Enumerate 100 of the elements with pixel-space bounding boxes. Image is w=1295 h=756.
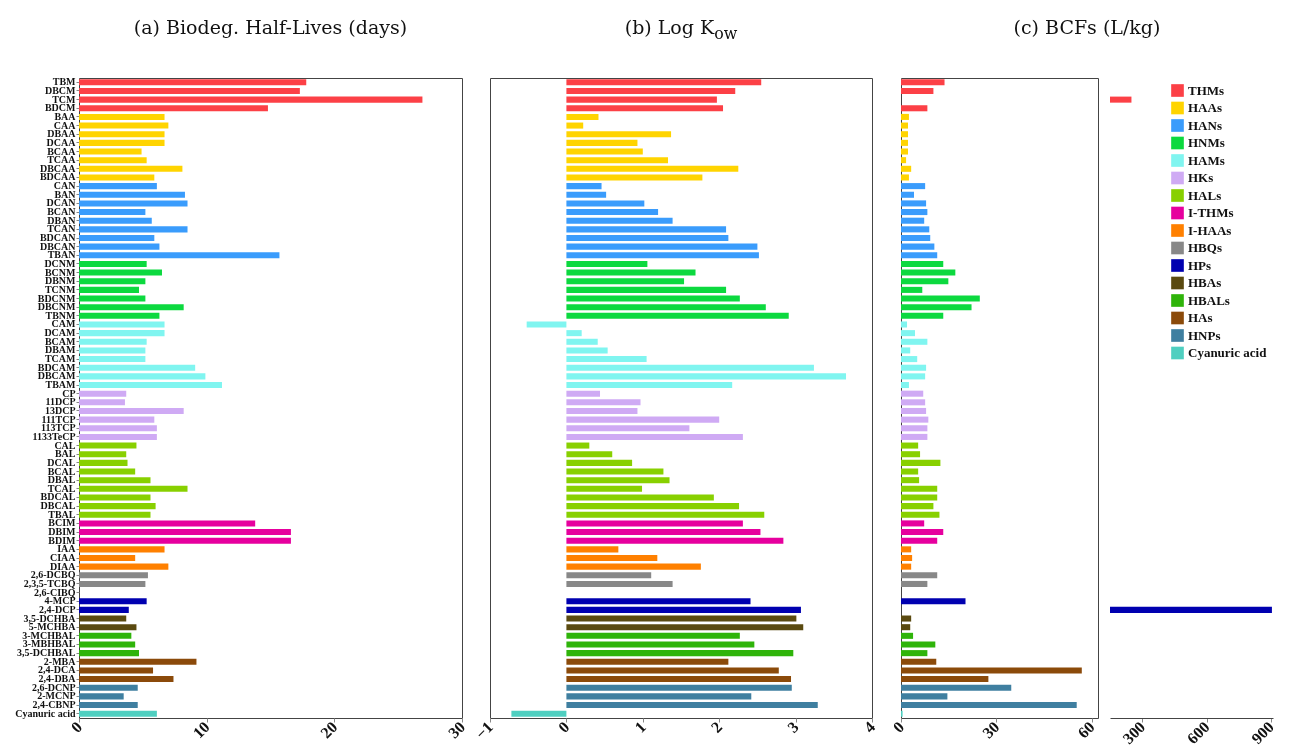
y-tick-label: 3-MCHBAL [22,629,76,641]
legend-label: HAMs [1188,152,1225,168]
x-tick-label: 600 [1183,718,1213,748]
bar [566,511,765,518]
y-tick-label: BCAL [47,465,76,477]
chart-title: (b) Log K$_{ow}$ [623,16,739,43]
bar [566,563,701,570]
bar [566,494,714,501]
bar [566,79,762,86]
legend-label: HAs [1188,310,1213,325]
y-tick-label: 2,4-DBA [38,673,77,685]
legend-label: HBALs [1188,292,1230,308]
bar [566,546,619,553]
bar [566,217,673,224]
bar [566,330,582,337]
y-tick-label: BCIM [48,517,77,529]
x-tick-label: 300 [1119,718,1149,748]
bar [566,295,740,302]
chart-title: (c) BCFs (L/kg) [1012,16,1162,38]
x-tick-label: 1 [631,718,649,736]
bar [566,286,727,293]
bar [526,321,567,328]
legend-label: HNPs [1188,327,1221,343]
bar [566,702,818,709]
bar [566,693,752,700]
bar [566,312,789,319]
y-tick-label: TCAN [47,223,77,235]
bar [566,243,758,250]
x-tick-label: 0 [889,718,908,736]
bar [566,624,804,631]
bar [511,710,567,717]
bar [566,459,633,466]
bar [566,139,638,146]
bar [566,278,685,285]
y-tick-label: DCAN [46,197,77,209]
bar [566,113,599,120]
bar [566,390,601,397]
bar [566,157,669,164]
y-tick-label: BDCAL [40,491,76,503]
legend-label: THMs [1188,82,1225,98]
bar [566,650,794,657]
y-tick-label: 2,4-DCA [38,664,77,676]
legend-label: I-HAAs [1188,222,1232,238]
y-tick-label: CAA [53,119,77,131]
y-tick-label: 111TCP [41,413,76,425]
bar [566,87,736,94]
x-tick-label: −1 [472,718,497,743]
bar [566,183,602,190]
bar [566,433,743,440]
bar [566,131,672,138]
y-tick-label: BDCAN [39,232,77,243]
bar [566,537,784,544]
bar [566,347,608,354]
bar [566,382,733,389]
y-tick-label: DIAA [49,560,77,572]
bar [566,572,652,579]
bar [566,260,648,267]
x-tick-label: 900 [1248,718,1278,748]
bar [566,684,792,691]
bar [566,269,696,276]
legend-label: Cyanuric acid [1188,345,1268,360]
bar [566,658,729,665]
bar [566,425,690,432]
bar [566,676,792,683]
x-tick-label: 0 [554,718,573,736]
bar [566,148,643,155]
bar [566,606,801,613]
bar [566,165,739,172]
y-tick-label: BDCNM [37,292,77,304]
y-tick-label: 2,4-DCP [39,603,76,615]
bar [566,200,645,207]
x-tick-label: 2 [707,718,726,736]
bar [566,477,670,484]
bar [566,598,751,605]
bar [566,416,720,423]
bar [566,503,740,510]
bar [566,234,729,242]
bar [566,174,703,181]
bar [566,105,724,112]
x-tick-label: 60 [1074,718,1098,742]
bar [566,399,641,406]
legend-label: HKs [1188,170,1214,185]
bar [566,442,590,449]
legend-label: HPs [1188,257,1212,273]
x-tick-label: 4 [860,718,879,736]
y-tick-label: CIAA [49,552,77,563]
y-tick-label: DBCAM [37,370,77,382]
y-tick-label: IAA [57,543,77,555]
x-tick-label: 30 [979,718,1003,742]
legend-label: HANs [1188,117,1222,133]
bar [566,407,638,414]
legend-label: HNMs [1188,135,1225,150]
bar [566,226,727,233]
bar [566,485,643,492]
x-tick-label: 10 [189,718,213,742]
y-tick-label: CAM [51,318,77,330]
bar [566,122,584,129]
bar [566,632,740,639]
x-tick-label: 30 [444,718,469,742]
bar [566,191,607,198]
